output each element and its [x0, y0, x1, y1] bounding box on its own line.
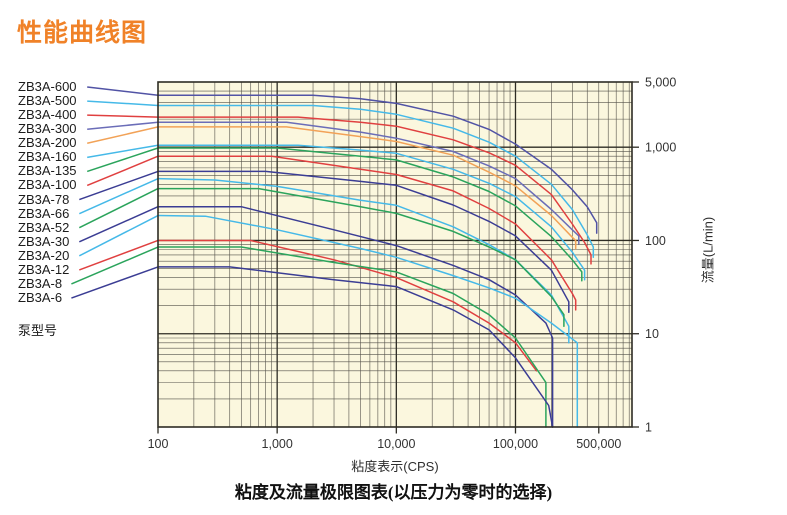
- legend-item-zb3a-66: ZB3A-66: [18, 205, 70, 221]
- curve-zb3a-30: [157, 205, 554, 428]
- legend-leader-zb3a-20: [78, 214, 159, 257]
- y-tick-label: 10: [645, 327, 659, 341]
- legend-leader-zb3a-52: [78, 187, 159, 229]
- legend-item-zb3a-30: ZB3A-30: [18, 233, 70, 249]
- x-tick-label: 500,000: [576, 437, 621, 451]
- curve-zb3a-78: [157, 170, 570, 313]
- curve-zb3a-500: [157, 104, 595, 259]
- legend-leader-zb3a-200: [87, 126, 159, 145]
- legend-item-zb3a-52: ZB3A-52: [18, 219, 70, 235]
- y-tick-label: 1,000: [645, 141, 676, 155]
- x-tick-label: 10,000: [377, 437, 415, 451]
- curve-zb3a-600: [157, 94, 598, 234]
- curve-zb3a-8: [157, 246, 547, 428]
- legend-leader-zb3a-6: [71, 266, 159, 299]
- curve-zb3a-160: [157, 144, 586, 281]
- legend-item-zb3a-400: ZB3A-400: [18, 107, 77, 123]
- legend-leader-zb3a-78: [79, 170, 159, 201]
- curve-zb3a-300: [157, 121, 580, 245]
- curve-zb3a-20: [157, 214, 579, 428]
- curve-zb3a-12: [157, 239, 538, 372]
- pump-model-caption: 泵型号: [18, 323, 58, 338]
- legend-item-zb3a-8: ZB3A-8: [18, 275, 63, 291]
- legend-item-zb3a-600: ZB3A-600: [18, 79, 77, 94]
- legend-item-zb3a-160: ZB3A-160: [18, 149, 77, 165]
- curve-zb3a-6: [157, 266, 554, 428]
- curve-zb3a-52: [157, 187, 565, 328]
- plot-area: [158, 82, 632, 427]
- plot-border: [157, 81, 633, 428]
- legend-leader-zb3a-8: [71, 246, 159, 285]
- legend-item-zb3a-20: ZB3A-20: [18, 247, 70, 263]
- legend-item-zb3a-135: ZB3A-135: [18, 163, 77, 179]
- legend-leader-zb3a-100: [86, 155, 159, 187]
- legend-item-zb3a-12: ZB3A-12: [18, 261, 70, 277]
- legend-item-zb3a-200: ZB3A-200: [18, 135, 77, 151]
- x-tick-label: 100,000: [493, 437, 538, 451]
- chart-caption: 粘度及流量极限图表(以压力为零时的选择): [234, 483, 553, 502]
- legend-item-zb3a-100: ZB3A-100: [18, 177, 77, 193]
- legend-item-zb3a-6: ZB3A-6: [18, 290, 63, 306]
- legend-leader-zb3a-135: [86, 147, 159, 173]
- legend-leader-zb3a-300: [87, 121, 159, 130]
- legend-leader-zb3a-600: [87, 86, 159, 97]
- legend-item-zb3a-78: ZB3A-78: [18, 191, 70, 207]
- x-axis-title: 粘度表示(CPS): [351, 459, 439, 474]
- legend-leader-zb3a-160: [87, 144, 159, 159]
- legend-item-zb3a-300: ZB3A-300: [18, 121, 77, 137]
- y-tick-label: 1: [645, 421, 652, 435]
- legend-leader-zb3a-400: [87, 114, 159, 118]
- legend-leader-zb3a-30: [78, 206, 159, 243]
- y-tick-label: 100: [645, 234, 666, 248]
- legend-leader-zb3a-66: [78, 177, 159, 215]
- x-tick-label: 1,000: [262, 437, 293, 451]
- curve-zb3a-100: [157, 155, 577, 311]
- legend-leader-zb3a-500: [87, 100, 159, 107]
- x-tick-label: 100: [148, 437, 169, 451]
- legend-leader-zb3a-12: [79, 239, 159, 271]
- curve-zb3a-200: [157, 126, 577, 250]
- curve-zb3a-135: [157, 147, 583, 282]
- y-tick-label: 5,000: [645, 76, 676, 90]
- page-title: 性能曲线图: [17, 19, 148, 47]
- curve-zb3a-400: [157, 116, 592, 265]
- y-axis-title: 流量(L/min): [700, 216, 716, 284]
- legend-item-zb3a-500: ZB3A-500: [18, 93, 77, 109]
